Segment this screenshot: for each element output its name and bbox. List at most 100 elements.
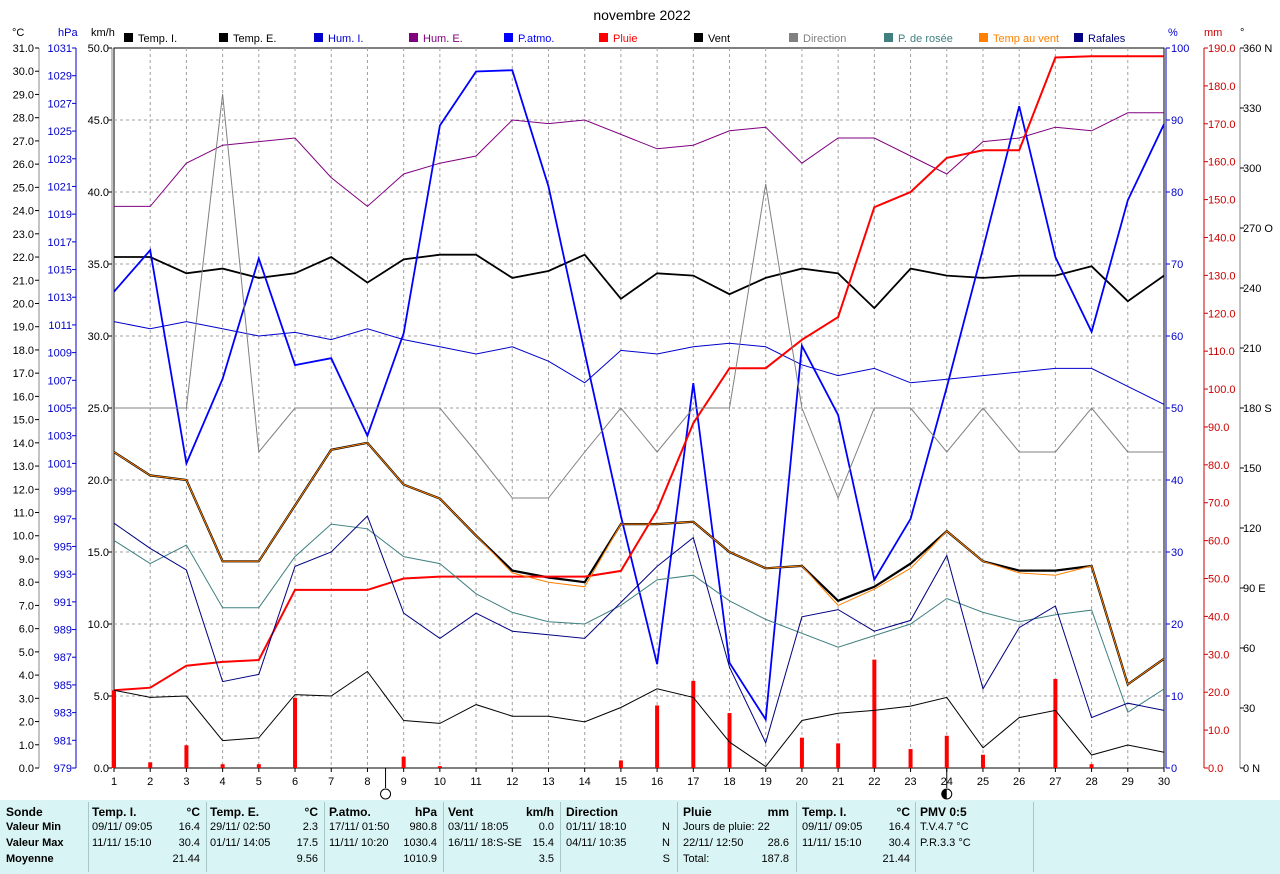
stats-patmo-title: P.atmo. (329, 805, 371, 819)
stats-temp-e-title: Temp. E. (210, 805, 260, 819)
y-tick-label: 5.0 (94, 691, 109, 703)
y-tick-label: 150 (1243, 463, 1261, 475)
y-tick-label: 993 (54, 569, 72, 581)
stats-divider (677, 802, 678, 872)
stats-pmv-pr: P.R.3.3 °C (920, 837, 971, 849)
legend-swatch (979, 33, 988, 42)
x-tick-label: 1 (111, 776, 117, 788)
stats-temp-i2-unit: °C (896, 805, 910, 819)
x-tick-label: 27 (1049, 776, 1061, 788)
y-tick-label: 110.0 (1208, 346, 1235, 358)
daily-rain-bar (220, 764, 225, 768)
y-tick-label: 23.0 (13, 229, 34, 241)
x-tick-label: 14 (579, 776, 591, 788)
y-tick-label: 35.0 (88, 259, 109, 271)
y-tick-label: 90 (1171, 115, 1183, 127)
daily-rain-bar (908, 749, 913, 768)
y-tick-label: 30.0 (88, 331, 109, 343)
stats-vent-min: 0.0 (538, 821, 554, 833)
stats-label-sonde: Sonde (6, 805, 43, 819)
x-tick-label: 28 (1085, 776, 1097, 788)
x-tick-label: 30 (1158, 776, 1170, 788)
stats-temp-i2-title: Temp. I. (802, 805, 847, 819)
axis-unit-label: ° (1240, 27, 1244, 39)
stats-label-max: Valeur Max (6, 837, 64, 849)
daily-rain-bar (1089, 764, 1094, 768)
y-tick-label: 2.0 (19, 717, 34, 729)
y-tick-label: 11.0 (13, 508, 34, 520)
y-tick-label: 50.0 (1208, 574, 1229, 586)
y-tick-label: 130.0 (1208, 270, 1236, 282)
x-tick-label: 5 (256, 776, 262, 788)
stats-temp-e: Temp. E. °C 29/11/ 02:50 2.3 01/11/ 14:05 1… (210, 805, 322, 873)
stats-temp-i2-max: 30.4 (888, 837, 910, 849)
y-tick-label: 1029 (48, 71, 72, 83)
x-tick-label: 2 (147, 776, 153, 788)
axes: 1 2 3 4 5 6 7 8 9 10 11 12 13 14 15 16 17 18 19 20 21 22 23 24 2… (12, 27, 1273, 788)
legend-swatch (599, 33, 608, 42)
stats-temp-i-avg: 21.44 (172, 853, 200, 865)
stats-vent-max: 15.4 (532, 837, 554, 849)
stats-pluie-max: 28.6 (767, 837, 789, 849)
legend-label: Pluie (613, 33, 637, 45)
y-tick-label: 45.0 (88, 115, 109, 127)
legend-swatch (219, 33, 228, 42)
legend-label: Temp. I. (138, 33, 177, 45)
y-tick-label: 981 (54, 735, 72, 747)
y-tick-label: 1.0 (19, 740, 34, 752)
y-tick-label: 17.0 (13, 368, 34, 380)
series-line (113, 523, 1165, 714)
series-line (113, 321, 1165, 405)
x-tick-label: 19 (760, 776, 772, 788)
y-tick-label: 26.0 (13, 159, 34, 171)
y-tick-label: 40.0 (88, 187, 109, 199)
y-tick-label: 90.0 (1208, 422, 1229, 434)
y-tick-label: 1031 (48, 43, 72, 55)
stats-temp-e-min: 2.3 (302, 821, 318, 833)
y-tick-label: 80.0 (1208, 460, 1229, 472)
y-tick-label: 20.0 (88, 475, 109, 487)
y-tick-label: 22.0 (13, 252, 34, 264)
y-tick-label: 30 (1243, 703, 1255, 715)
stats-vent-max-date: 16/11/ 18:S-SE (448, 837, 522, 849)
stats-divider (915, 802, 916, 872)
stats-direction-max: N (662, 837, 670, 849)
daily-rain-bar (401, 756, 406, 768)
stats-temp-i2-avg: 21.44 (882, 853, 910, 865)
legend-label: Hum. E. (423, 33, 463, 45)
legend-swatch (124, 33, 133, 42)
x-tick-label: 16 (651, 776, 663, 788)
stats-patmo-min: 980.8 (409, 821, 437, 833)
y-tick-label: 1011 (48, 320, 72, 332)
stats-temp-i-max: 30.4 (178, 837, 200, 849)
y-tick-label: 300 (1243, 163, 1261, 175)
axis-unit-label: % (1168, 27, 1178, 39)
stats-pluie-unit: mm (767, 805, 789, 819)
y-tick-label: 50 (1171, 403, 1183, 415)
y-tick-label: 29.0 (13, 89, 34, 101)
daily-rain-bar (655, 705, 660, 768)
stats-pmv-tv: T.V.4.7 °C (920, 821, 969, 833)
daily-rain-bar (691, 680, 696, 768)
y-tick-label: 60.0 (1208, 536, 1229, 548)
legend-label: P.atmo. (518, 33, 555, 45)
x-tick-label: 12 (506, 776, 518, 788)
y-tick-label: 40 (1171, 475, 1183, 487)
stats-temp-i-2: Temp. I. °C 09/11/ 09:05 16.4 11/11/ 15:10… (802, 805, 914, 873)
series-line (113, 442, 1165, 686)
y-tick-label: 120 (1243, 523, 1261, 535)
x-tick-label: 22 (868, 776, 880, 788)
daily-rain-bar (836, 743, 841, 768)
x-tick-label: 21 (832, 776, 844, 788)
legend-label: Rafales (1088, 33, 1126, 45)
y-tick-label: 170.0 (1208, 119, 1236, 131)
daily-rain-bar (944, 735, 949, 768)
x-tick-label: 29 (1122, 776, 1134, 788)
y-tick-label: 100 (1171, 43, 1189, 55)
daily-rain-bar (293, 697, 298, 768)
y-tick-label: 1007 (48, 375, 72, 387)
legend-swatch (884, 33, 893, 42)
y-tick-label: 10 (1171, 691, 1183, 703)
legend-swatch (1074, 33, 1083, 42)
x-tick-label: 10 (434, 776, 446, 788)
